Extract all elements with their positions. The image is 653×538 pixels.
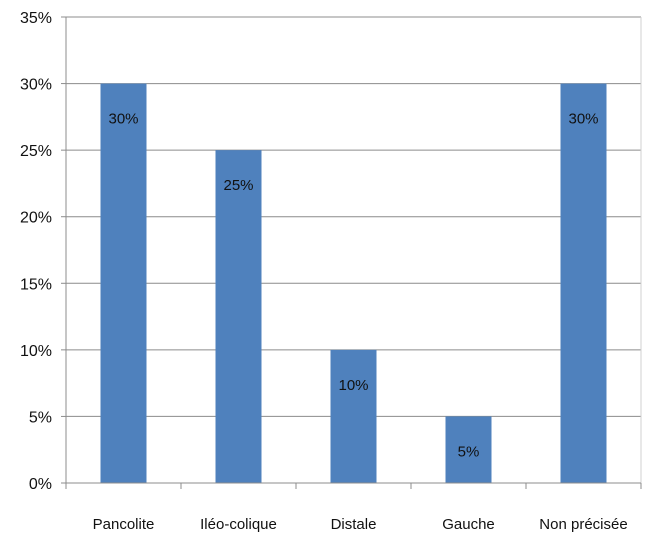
data-label: 25%: [223, 177, 253, 194]
bar-0: [100, 83, 147, 484]
data-label: 30%: [108, 111, 138, 128]
y-tick-label: 5%: [29, 409, 52, 426]
x-category-label: Distale: [331, 516, 377, 533]
bar-3: [445, 416, 492, 483]
data-label: 30%: [568, 111, 598, 128]
x-category-label: Iléo-colique: [200, 516, 277, 533]
y-tick-label: 10%: [20, 343, 52, 360]
data-label: 10%: [338, 377, 368, 394]
data-label: 5%: [458, 443, 480, 460]
gridlines: [66, 16, 641, 417]
y-tick-label: 35%: [20, 10, 52, 27]
y-tick-label: 30%: [20, 77, 52, 94]
bar-2: [330, 349, 377, 483]
bar-4: [560, 83, 607, 484]
axes: [61, 16, 642, 489]
bars: [100, 83, 607, 484]
x-category-label: Non précisée: [539, 516, 627, 533]
y-tick-label: 15%: [20, 276, 52, 293]
bar-1: [215, 150, 262, 483]
x-category-label: Gauche: [442, 516, 495, 533]
y-tick-label: 25%: [20, 143, 52, 160]
y-tick-label: 0%: [29, 476, 52, 493]
y-tick-label: 20%: [20, 210, 52, 227]
x-category-label: Pancolite: [93, 516, 155, 533]
labels: 0% 5% 10% 15% 20% 25% 30% 35% 30% Pancolite 25% Ilé…: [20, 10, 628, 533]
